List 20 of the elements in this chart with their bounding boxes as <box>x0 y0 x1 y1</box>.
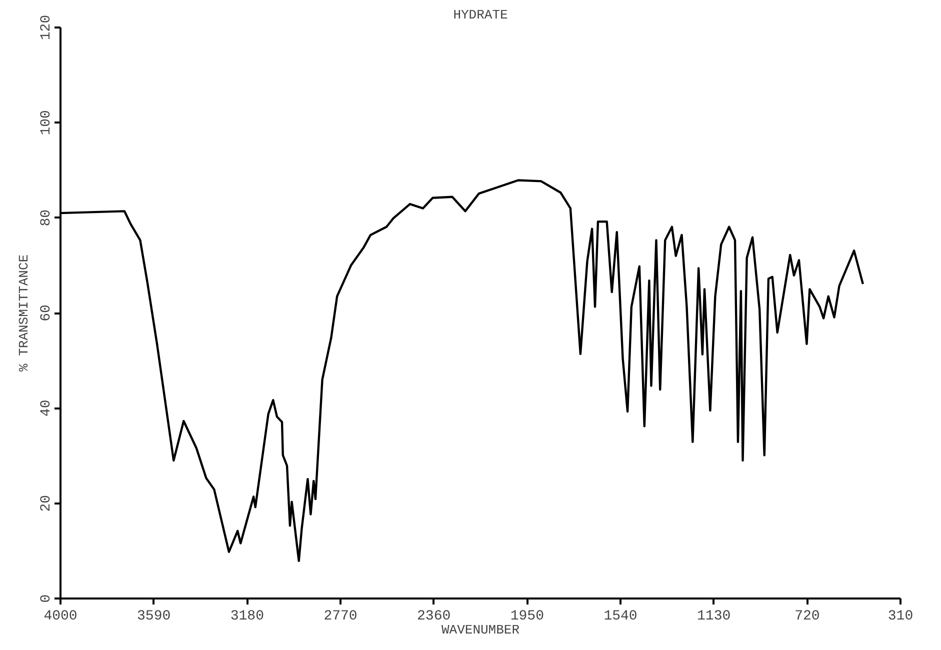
x-tick-label: 2360 <box>417 608 451 624</box>
y-tick-label: 100 <box>38 110 54 136</box>
y-tick-label: 20 <box>38 494 54 512</box>
x-axis-title: WAVENUMBER <box>441 622 520 638</box>
y-tick-label: 40 <box>38 400 54 417</box>
y-tick-label: 0 <box>38 594 54 603</box>
x-tick-label: 2770 <box>324 608 358 624</box>
x-tick-label: 720 <box>794 608 820 624</box>
x-tick-label: 3590 <box>137 608 171 624</box>
x-tick-label: 1540 <box>604 608 638 624</box>
x-tick-label: 1950 <box>510 608 544 624</box>
x-tick-label: 310 <box>888 608 914 624</box>
y-axis-title: % TRANSMITTANCE <box>16 254 32 372</box>
x-tick-label: 1130 <box>697 608 731 624</box>
x-tick-label: 4000 <box>44 608 78 624</box>
y-tick-label: 120 <box>38 14 54 40</box>
chart-title: HYDRATE <box>453 8 508 22</box>
y-tick-label: 80 <box>38 209 54 226</box>
y-tick-label: 60 <box>38 304 54 322</box>
x-tick-label: 3180 <box>230 608 264 624</box>
